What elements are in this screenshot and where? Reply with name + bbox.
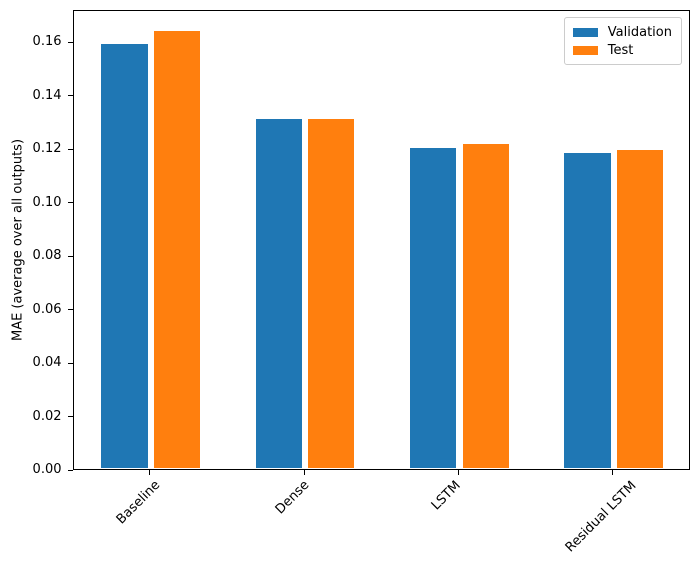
y-tick-label: 0.04 xyxy=(32,355,62,371)
y-tick-label: 0.02 xyxy=(32,408,62,424)
y-tick-mark xyxy=(67,148,73,150)
legend-row-validation: Validation xyxy=(572,23,672,41)
bar-validation-lstm xyxy=(410,148,457,468)
y-tick-mark xyxy=(67,416,73,417)
bar-validation-residual-lstm xyxy=(564,152,611,468)
y-tick-mark xyxy=(67,41,73,43)
x-tick-mark xyxy=(457,470,459,475)
y-tick-mark xyxy=(67,362,73,364)
bar-test-lstm xyxy=(462,143,509,468)
y-tick-mark xyxy=(67,309,73,311)
x-tick-mark xyxy=(612,470,614,475)
y-tick-label: 0.16 xyxy=(32,34,62,50)
y-tick-mark xyxy=(67,255,73,257)
legend-label-test: Test xyxy=(607,42,634,58)
x-tick-label-residual-lstm: Residual LSTM xyxy=(562,478,640,556)
legend-swatch-validation xyxy=(572,27,598,37)
bar-test-residual-lstm xyxy=(616,150,664,468)
y-tick-label: 0.10 xyxy=(32,194,62,210)
legend-swatch-test xyxy=(572,45,598,55)
y-tick-mark xyxy=(67,95,73,97)
y-tick-label: 0.14 xyxy=(32,87,62,103)
bar-validation-dense xyxy=(255,118,302,468)
y-tick-mark xyxy=(67,469,73,471)
legend: Validation Test xyxy=(563,17,682,65)
legend-label-validation: Validation xyxy=(607,24,672,40)
y-tick-label: 0.06 xyxy=(32,301,62,317)
x-tick-mark xyxy=(149,470,151,475)
x-tick-mark xyxy=(303,470,305,475)
y-tick-label: 0.00 xyxy=(32,462,62,477)
x-tick-label-lstm: LSTM xyxy=(429,478,465,514)
bar-test-baseline xyxy=(153,30,201,468)
bar-test-dense xyxy=(308,118,355,468)
x-tick-label-dense: Dense xyxy=(272,477,313,518)
y-tick-mark xyxy=(67,202,73,204)
y-tick-label: 0.08 xyxy=(32,248,62,264)
plot-area xyxy=(72,10,690,470)
legend-row-test: Test xyxy=(572,41,672,59)
y-tick-label: 0.12 xyxy=(32,141,62,157)
x-tick-label-baseline: Baseline xyxy=(113,477,163,528)
bar-validation-baseline xyxy=(101,44,148,468)
